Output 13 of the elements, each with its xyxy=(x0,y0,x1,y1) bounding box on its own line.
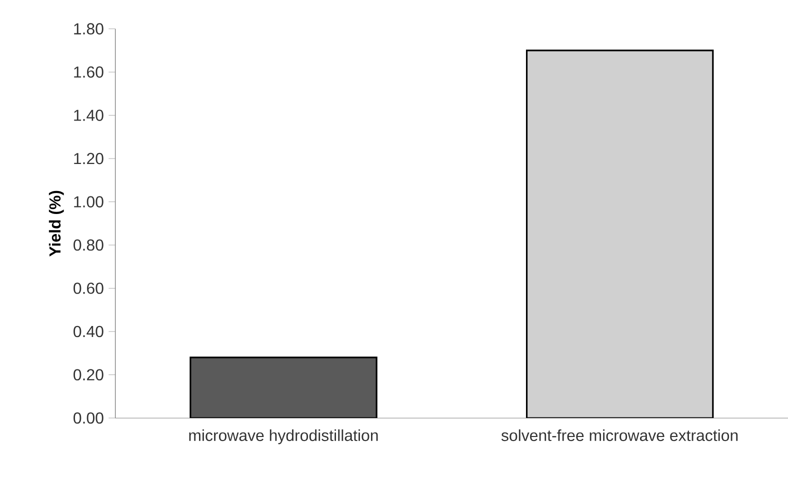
y-tick-label: 1.40 xyxy=(74,110,104,121)
y-tick-label: 1.20 xyxy=(74,152,104,164)
y-tick-label: 0.20 xyxy=(74,368,104,380)
y-tick-label: 0.60 xyxy=(74,282,104,294)
y-tick-label: 1.60 xyxy=(74,66,104,78)
y-axis-title: Yield (%) xyxy=(48,190,64,256)
y-tick-label: 1.00 xyxy=(74,196,104,208)
x-tick-label: microwave hydrodistillation xyxy=(189,429,378,444)
y-tick-label: 0.40 xyxy=(74,326,104,338)
y-tick-label: 0.80 xyxy=(74,239,104,251)
y-tick-label: 0.00 xyxy=(74,412,104,424)
y-tick-label: 1.80 xyxy=(74,23,104,34)
x-tick-label: solvent-free microwave extraction xyxy=(501,429,738,441)
